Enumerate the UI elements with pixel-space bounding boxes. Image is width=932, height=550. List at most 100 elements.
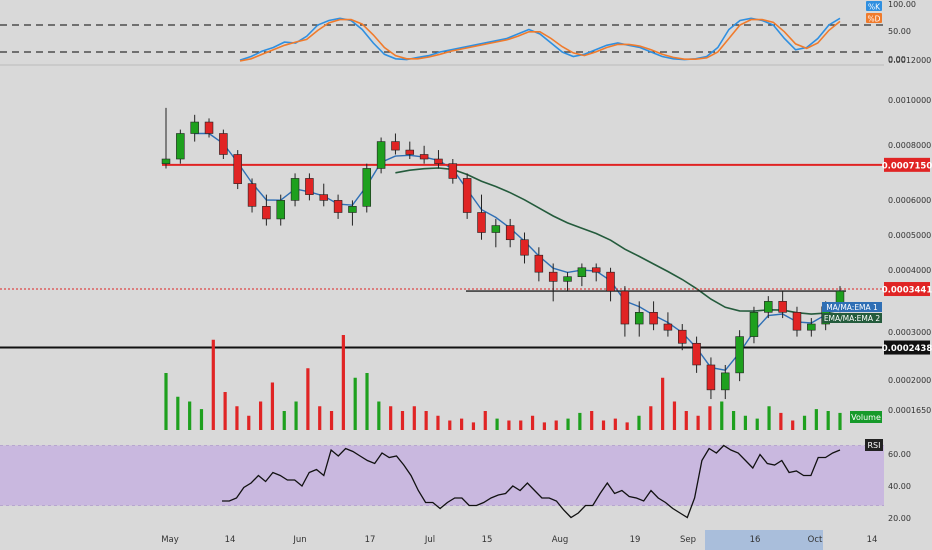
candle-body [778,301,787,313]
volume-bar [247,415,251,430]
volume-bar [625,422,629,430]
rsi-badge-bg [865,439,883,451]
candle-body [419,154,429,160]
price-panel: 0.0007150 0.0003441 0.0002438 MA/MA:EMA 1 EM… [0,107,932,430]
rsi-badge-label: RSI [868,441,881,450]
candle-body [276,200,285,220]
volume-bar [377,401,381,430]
time-tick-label: 14 [225,535,236,545]
candle-body [534,254,544,273]
volume-label-text: Volume [851,413,881,422]
volume-bar [779,412,783,430]
time-tick-label: May [161,535,179,545]
volume-bar [791,420,795,430]
candle-body [577,267,587,278]
candle-body [434,158,443,164]
rsi-line [222,444,841,519]
price-tick-label: 0.0004000 [888,266,931,275]
volume-bar [743,415,748,430]
price-line-label-bg [884,282,930,297]
volume-bar [448,420,452,430]
volume-bar [211,339,215,430]
price-tick-label: 0.0010000 [888,96,931,105]
volume-label-bg [850,411,882,423]
rsi-tick-label: 60.00 [888,450,911,459]
volume-bar [767,406,771,430]
volume-bar [566,418,570,430]
candle-body [391,141,400,151]
volume-bar [176,396,180,430]
stoch-k-badge-label: %K [868,3,881,12]
volume-bar [838,412,842,430]
volume-bar [802,415,807,430]
candle-body [305,178,314,195]
candle-body [591,267,601,273]
volume-bar [507,420,511,430]
volume-bar [188,401,192,430]
indicator-label-text: EMA/MA:EMA 2 [824,314,881,323]
indicator-label-2: EMA/MA:EMA 2 [822,313,882,323]
price-tick-label: 0.0002000 [888,376,931,385]
candle-body [764,301,773,313]
price-tick-label: 0.0005000 [888,231,931,240]
time-axis: May 14 Jun 17 Jul 15 Aug 19 Sep 16 Oct 14 [161,530,877,550]
volume-bar [590,411,594,430]
candle-body [678,329,687,344]
price-tick-label: 0.0003000 [888,328,931,337]
candle-body [161,158,171,164]
time-tick-label: 17 [365,535,376,545]
candle-body [620,290,630,325]
rsi-badge: RSI [865,439,883,451]
volume-bar [329,411,334,430]
volume-bar [720,401,724,430]
candle-body [735,336,744,374]
candle-body [563,276,572,282]
volume-bars [164,335,842,430]
candle-body [333,200,343,213]
stoch-k-line [239,17,841,61]
stoch-tick-label: 0.00 [888,55,906,64]
price-tick-label: 0.0006000 [888,196,931,205]
indicator-label-bg [822,302,882,312]
volume-bar [495,418,499,430]
volume-bar [258,401,263,430]
time-tick-label: 14 [867,535,878,545]
candle-body [634,312,644,325]
candle-body [290,178,300,201]
candle-body [405,149,415,155]
volume-bar [223,392,227,430]
volume-bar [684,411,688,430]
volume-bar [365,373,369,430]
candle-body [190,121,199,134]
volume-bar [412,406,416,430]
candle-body [319,194,328,201]
volume-bar [400,411,405,430]
volume-bar [318,406,322,430]
price-line-label-1: 0.0003441 [882,282,932,297]
volume-bar [661,377,665,430]
candle-body [348,206,357,213]
volume-bar [341,335,345,430]
volume-bar [578,412,582,430]
price-line-label-text: 0.0007150 [882,161,932,171]
candles [161,107,845,400]
candle-body [548,271,558,282]
stoch-k-badge: %K [866,1,882,12]
candle-body [204,121,214,134]
rsi-panel: RSI 60.00 40.00 20.00 [0,439,911,523]
stoch-d-badge-label: %D [868,15,881,24]
candle-body [706,364,716,391]
stoch-k-badge-bg [866,1,882,11]
volume-bar [353,377,357,430]
candle-body [448,163,458,179]
price-line-label-text: 0.0003441 [882,286,932,296]
volume-bar [613,418,617,430]
price-line-label-0: 0.0007150 [882,157,932,172]
candle-body [262,206,271,220]
volume-bar [826,411,830,430]
time-tick-label: 19 [630,535,641,545]
candle-body [606,271,615,292]
candle-body [807,323,816,331]
price-tick-label: 0.0001650 [888,406,931,415]
